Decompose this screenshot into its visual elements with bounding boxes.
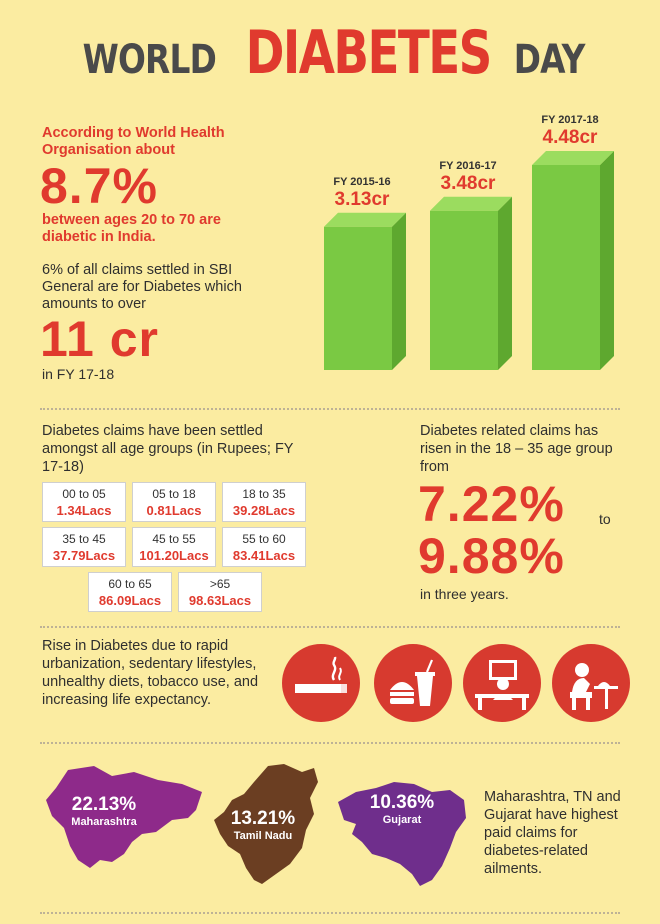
gujarat-map: [338, 782, 466, 886]
age-claim-value: 86.09Lacs: [98, 593, 162, 608]
rise-period: in three years.: [420, 586, 509, 602]
tamil-nadu-map: [214, 764, 318, 884]
cigarette-icon: [282, 644, 360, 722]
age-group-box: >65 98.63Lacs: [178, 572, 262, 612]
divider: [40, 742, 620, 744]
rise-from: 7.22%: [418, 476, 565, 532]
tamil-nadu-shape: [214, 764, 318, 884]
age-claim-value: 101.20Lacs: [139, 548, 209, 563]
bar-side: [600, 151, 614, 370]
bar: [324, 226, 392, 370]
age-group-box: 55 to 60 83.41Lacs: [222, 527, 306, 567]
rise-to: 9.88%: [418, 528, 565, 584]
rise-text: Diabetes related claims has risen in the…: [420, 423, 613, 475]
age-range-label: 00 to 05: [62, 487, 106, 501]
claims-text: 6% of all claims settled in SBI General …: [42, 262, 242, 312]
gujarat-label: 10.36% Gujarat: [362, 792, 442, 826]
bar-top: [324, 212, 406, 227]
age-range-label: 18 to 35: [242, 487, 286, 501]
age-claim-value: 98.63Lacs: [188, 593, 252, 608]
bar-side: [392, 212, 406, 370]
maharashtra-percent: 22.13%: [71, 794, 137, 815]
rise-to-word: to: [599, 511, 611, 527]
age-group-box: 45 to 55 101.20Lacs: [132, 527, 216, 567]
age-claim-value: 0.81Lacs: [146, 503, 202, 518]
age-range-label: 05 to 18: [152, 487, 196, 501]
claims-amount: 11 cr: [40, 311, 160, 367]
age-range-label: 45 to 55: [152, 532, 196, 546]
stat-percent: 8.7%: [40, 158, 158, 214]
title-diabetes: DIABETES: [245, 18, 493, 88]
tamil-nadu-percent: 13.21%: [230, 808, 296, 829]
maharashtra-label: 22.13% Maharashtra: [64, 794, 144, 828]
category-label: FY 2017-18: [541, 114, 598, 126]
title-world: WORLD: [82, 37, 217, 83]
age-range-label: 60 to 65: [108, 577, 152, 591]
value-label: 3.13cr: [335, 189, 391, 210]
tamil-nadu-name: Tamil Nadu: [233, 830, 293, 842]
bar: [430, 210, 498, 370]
age-range-label: 35 to 45: [62, 532, 106, 546]
title-day: DAY: [513, 37, 586, 83]
age-claim-value: 37.79Lacs: [52, 548, 116, 563]
claims-bar-chart: FY 2015-163.13cr FY 2016-173.48cr FY 2017-…: [324, 114, 614, 370]
age-groups-intro: Diabetes claims have been settled amongs…: [42, 423, 294, 475]
value-label: 3.48cr: [441, 173, 497, 194]
age-claim-value: 83.41Lacs: [232, 548, 296, 563]
who-text: According to World Health Organisation a…: [42, 125, 225, 158]
fast-food-icon: [374, 644, 452, 722]
age-group-box: 60 to 65 86.09Lacs: [88, 572, 172, 612]
page-title: WORLD DIABETES DAY: [0, 18, 660, 88]
tamil-nadu-label: 13.21% Tamil Nadu: [218, 808, 308, 842]
bar-top: [532, 151, 614, 165]
desk-worker-icon: [463, 644, 541, 722]
gujarat-shape: [338, 782, 466, 886]
divider: [40, 408, 620, 410]
category-label: FY 2015-16: [333, 176, 390, 188]
claims-year: in FY 17-18: [42, 366, 115, 382]
age-group-box: 05 to 18 0.81Lacs: [132, 482, 216, 522]
age-group-box: 35 to 45 37.79Lacs: [42, 527, 126, 567]
maharashtra-name: Maharashtra: [71, 816, 137, 828]
category-label: FY 2016-17: [439, 160, 496, 172]
bar-side: [498, 196, 512, 370]
eating-person-icon: [552, 644, 630, 722]
bar: [532, 165, 600, 370]
divider: [40, 626, 620, 628]
maharashtra-map: [46, 766, 202, 868]
age-group-box: 00 to 05 1.34Lacs: [42, 482, 126, 522]
age-claim-value: 1.34Lacs: [56, 503, 112, 518]
gujarat-name: Gujarat: [382, 814, 422, 826]
value-label: 4.48cr: [543, 127, 599, 148]
age-range-label: 55 to 60: [242, 532, 286, 546]
divider: [40, 912, 620, 914]
gujarat-percent: 10.36%: [369, 792, 435, 813]
age-range-label: >65: [209, 577, 231, 591]
age-claim-value: 39.28Lacs: [232, 503, 296, 518]
causes-text: Rise in Diabetes due to rapid urbanizati…: [42, 638, 259, 708]
maharashtra-shape: [46, 766, 202, 868]
age-group-box: 18 to 35 39.28Lacs: [222, 482, 306, 522]
stat-desc: between ages 20 to 70 are diabetic in In…: [42, 212, 221, 245]
bar-top: [430, 196, 512, 211]
states-note: Maharashtra, TN and Gujarat have highest…: [484, 789, 621, 877]
